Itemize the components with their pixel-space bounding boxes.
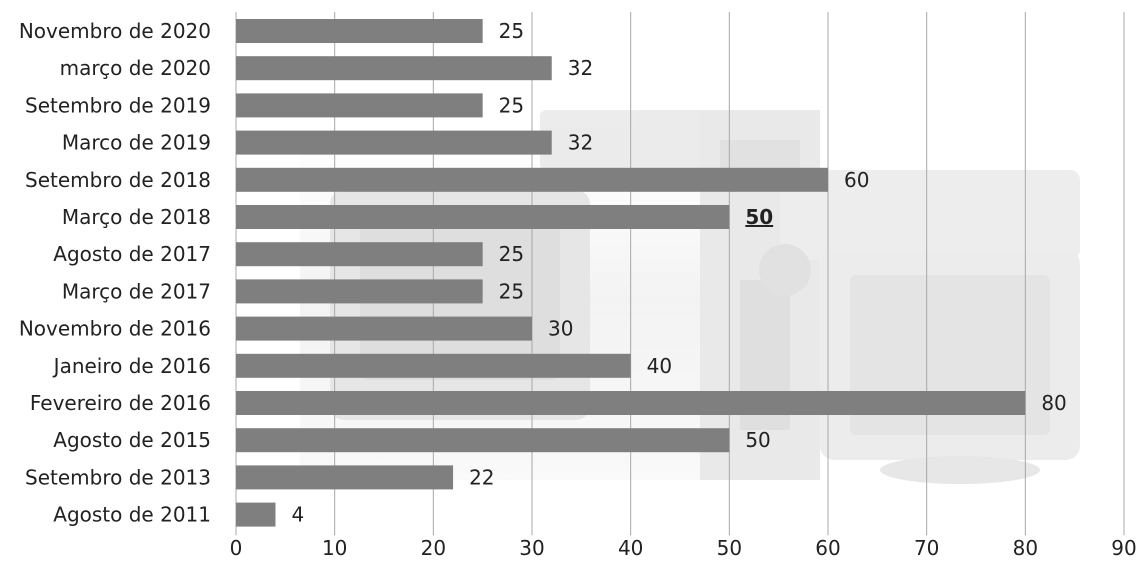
- value-label: 40: [647, 354, 672, 378]
- category-label: Setembro de 2019: [25, 93, 211, 117]
- x-axis-tick-labels: 0 10 20 30 40 50 60 70 80 90: [230, 536, 1137, 560]
- bar: [236, 93, 483, 118]
- category-label: Agosto de 2015: [53, 428, 211, 452]
- category-label: Agosto de 2017: [53, 242, 211, 266]
- bar: [236, 167, 828, 192]
- category-label: Setembro de 2013: [25, 465, 211, 489]
- category-label: Março de 2017: [62, 279, 211, 303]
- bar: [236, 19, 483, 43]
- value-labels: 25 32 25 32 60 50 25 25 30 40 80 50 22 4: [291, 19, 1066, 527]
- value-label: 22: [469, 465, 494, 489]
- category-labels: Novembro de 2020 março de 2020 Setembro de…: [19, 19, 211, 527]
- bar: [236, 279, 483, 304]
- bar: [236, 428, 730, 453]
- value-label: 25: [499, 19, 524, 43]
- bar: [236, 205, 730, 229]
- bars: [236, 19, 1026, 527]
- bar: [236, 130, 552, 155]
- x-tick-label: 80: [1013, 536, 1038, 560]
- x-tick-label: 60: [815, 536, 840, 560]
- value-label: 25: [499, 279, 524, 303]
- x-tick-label: 90: [1111, 536, 1136, 560]
- category-label: Agosto de 2011: [53, 503, 211, 527]
- value-label: 25: [499, 93, 524, 117]
- value-label: 60: [844, 168, 869, 192]
- bar: [236, 316, 532, 341]
- x-tick-label: 70: [914, 536, 939, 560]
- bar: [236, 391, 1026, 415]
- value-label: 32: [568, 131, 593, 155]
- bar: [236, 56, 552, 81]
- category-label: Março de 2018: [62, 205, 211, 229]
- value-label: 32: [568, 56, 593, 80]
- value-label: 50: [745, 205, 773, 229]
- bar: [236, 502, 276, 527]
- bar: [236, 242, 483, 267]
- category-label: Fevereiro de 2016: [30, 391, 211, 415]
- value-label: 50: [745, 428, 770, 452]
- category-label: Marco de 2019: [62, 131, 211, 155]
- x-tick-label: 50: [717, 536, 742, 560]
- x-tick-label: 0: [230, 536, 243, 560]
- category-label: Novembro de 2016: [19, 317, 211, 341]
- bar: [236, 353, 631, 378]
- category-label: março de 2020: [60, 56, 211, 80]
- bar: [236, 465, 454, 490]
- value-label: 25: [499, 242, 524, 266]
- value-label: 30: [548, 317, 573, 341]
- x-tick-label: 10: [322, 536, 347, 560]
- x-tick-label: 20: [421, 536, 446, 560]
- x-tick-label: 40: [618, 536, 643, 560]
- value-label: 80: [1041, 391, 1066, 415]
- value-label: 4: [291, 503, 304, 527]
- category-label: Novembro de 2020: [19, 19, 211, 43]
- category-label: Janeiro de 2016: [52, 354, 211, 378]
- category-label: Setembro de 2018: [25, 168, 211, 192]
- x-tick-label: 30: [519, 536, 544, 560]
